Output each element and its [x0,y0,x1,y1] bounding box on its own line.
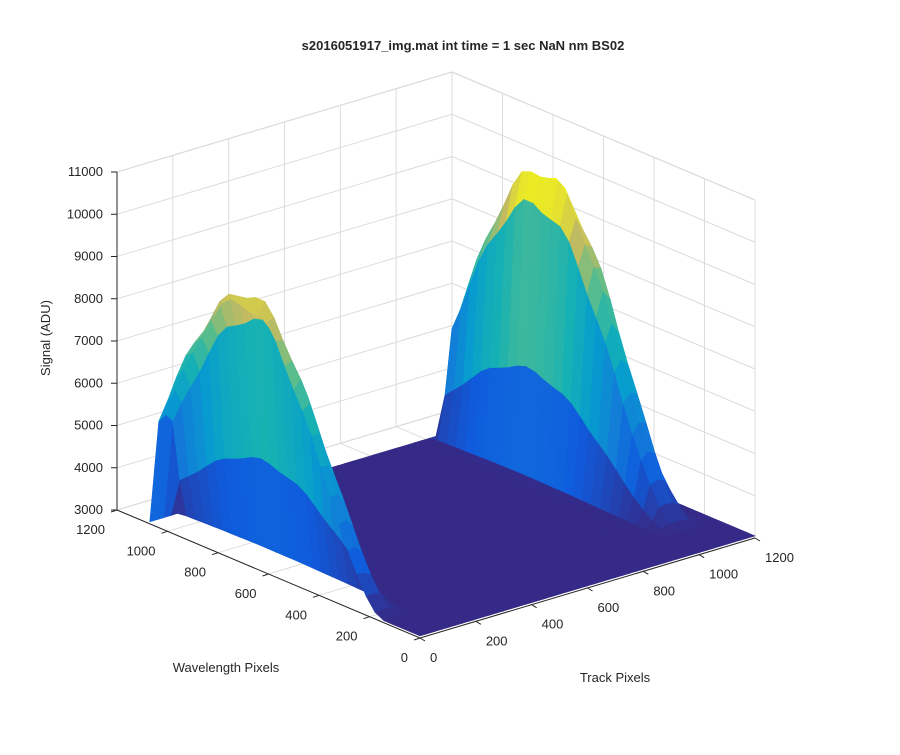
y-tick-mark [363,616,370,620]
y-tick-label: 1200 [76,522,105,537]
surface [149,171,756,637]
x-tick-mark [587,587,593,592]
x-tick-mark [475,620,482,625]
y-axis-label: Wavelength Pixels [173,660,280,675]
z-tick-label: 8000 [74,291,103,306]
x-tick-mark [419,637,426,642]
x-tick-mark [754,537,761,542]
x-tick-mark [643,570,649,575]
y-tick-mark [413,637,421,641]
y-tick-mark [312,594,320,598]
grid-line-z-left [116,113,453,215]
y-tick-label: 0 [401,650,408,665]
y-tick-mark [161,530,168,534]
chart-title: s2016051917_img.mat int time = 1 sec NaN… [302,38,625,53]
grid-line-z-right [451,113,756,243]
grid-line-z-right [451,156,756,285]
x-tick-label: 800 [653,583,675,598]
x-tick-label: 0 [430,650,437,665]
z-axis-label: Signal (ADU) [38,300,53,376]
z-tick-label: 9000 [74,249,103,264]
grid-line-z-left [116,71,453,173]
z-tick-label: 10000 [67,206,103,221]
x-tick-label: 200 [486,633,508,648]
z-tick-label: 5000 [74,418,103,433]
z-tick-label: 3000 [74,502,103,517]
y-tick-label: 600 [235,586,257,601]
x-tick-label: 1000 [709,567,738,582]
z-tick-label: 11000 [68,164,103,179]
x-axis-label: Track Pixels [580,670,651,685]
x-tick-mark [531,604,537,609]
grid-line-z-right [451,71,756,201]
x-tick-label: 400 [542,617,564,632]
x-tick-label: 600 [598,600,620,615]
z-tick-label: 6000 [74,375,103,390]
grid-line-z-left [116,198,453,300]
grid-line-z-left [116,240,453,342]
grid-line-z-left [116,282,453,384]
surface-patch [410,629,428,637]
z-tick-label: 4000 [74,460,103,475]
y-tick-mark [211,552,219,556]
y-tick-mark [262,573,269,577]
grid-line-z-left [116,156,453,257]
z-tick-label: 7000 [74,333,103,348]
y-tick-label: 1000 [127,543,156,558]
tick-labels: 0 200 400 600 800 1000 1200 0 200 400 600 800 1000 12… [67,164,794,665]
y-tick-label: 800 [184,565,206,580]
x-tick-label: 1200 [765,550,794,565]
y-tick-label: 200 [336,629,358,644]
axes-lines [110,171,761,642]
y-tick-label: 400 [285,607,307,622]
x-tick-mark [698,554,705,559]
